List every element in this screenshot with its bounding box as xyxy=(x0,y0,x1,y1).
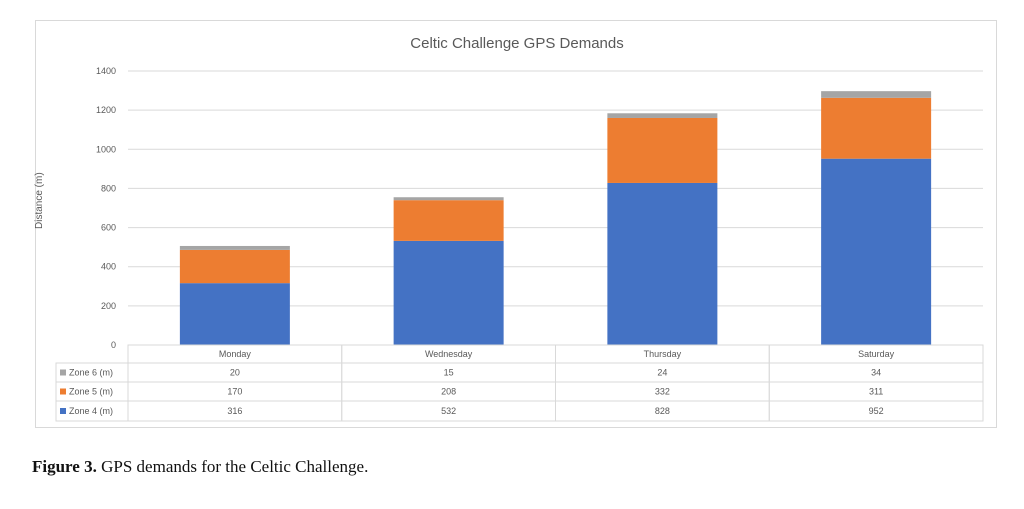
y-tick-label: 0 xyxy=(111,340,116,350)
data-label: 311 xyxy=(869,387,883,397)
y-tick-label: 1200 xyxy=(96,105,116,115)
bar-segment xyxy=(179,283,290,345)
data-label: 170 xyxy=(227,387,242,397)
data-label: 24 xyxy=(657,368,667,378)
data-label: 316 xyxy=(227,406,242,416)
x-tick-label: Saturday xyxy=(858,349,895,359)
bar-segment xyxy=(821,97,932,159)
chart-title: Celtic Challenge GPS Demands xyxy=(410,35,624,52)
legend-label: Zone 5 (m) xyxy=(69,387,113,397)
legend-swatch xyxy=(60,408,66,414)
bar-segment xyxy=(393,240,504,345)
data-label: 20 xyxy=(230,368,240,378)
y-tick-label: 1000 xyxy=(96,144,116,154)
bar-segment xyxy=(393,197,504,201)
bar-segment xyxy=(607,182,718,345)
data-label: 208 xyxy=(441,387,456,397)
data-label: 532 xyxy=(441,406,456,416)
legend-label: Zone 4 (m) xyxy=(69,406,113,416)
legend-swatch xyxy=(60,369,66,376)
x-tick-label: Thursday xyxy=(644,349,682,359)
x-tick-label: Wednesday xyxy=(425,349,473,359)
bar-segment xyxy=(179,249,290,284)
caption-text: GPS demands for the Celtic Challenge. xyxy=(96,457,369,476)
bar-segment xyxy=(821,91,932,98)
bar-segment xyxy=(607,113,718,118)
y-tick-label: 600 xyxy=(101,223,116,233)
bar-segment xyxy=(607,117,718,183)
chart-plot: 0 200 400 600 800 1000 1200 1400 Monday Wednesday… xyxy=(55,66,984,422)
data-label: 952 xyxy=(869,406,884,416)
caption-label: Figure 3. xyxy=(32,457,97,476)
y-tick-label: 1400 xyxy=(96,66,116,76)
x-tick-label: Monday xyxy=(219,349,252,359)
chart-frame: Celtic Challenge GPS Demands Distance (m… xyxy=(34,20,997,428)
y-tick-label: 400 xyxy=(101,262,116,272)
legend-swatch xyxy=(60,388,66,395)
y-tick-label: 200 xyxy=(101,301,116,311)
legend-label: Zone 6 (m) xyxy=(69,368,113,378)
y-tick-label: 800 xyxy=(101,183,116,193)
table-cell xyxy=(768,400,984,422)
data-label: 828 xyxy=(655,406,670,416)
data-label: 15 xyxy=(444,368,454,378)
figure-caption: Figure 3. GPS demands for the Celtic Cha… xyxy=(32,457,368,477)
data-label: 34 xyxy=(871,368,881,378)
bar-segment xyxy=(179,245,290,250)
bar-segment xyxy=(393,200,504,241)
bar-segment xyxy=(821,158,932,345)
data-label: 332 xyxy=(655,387,670,397)
